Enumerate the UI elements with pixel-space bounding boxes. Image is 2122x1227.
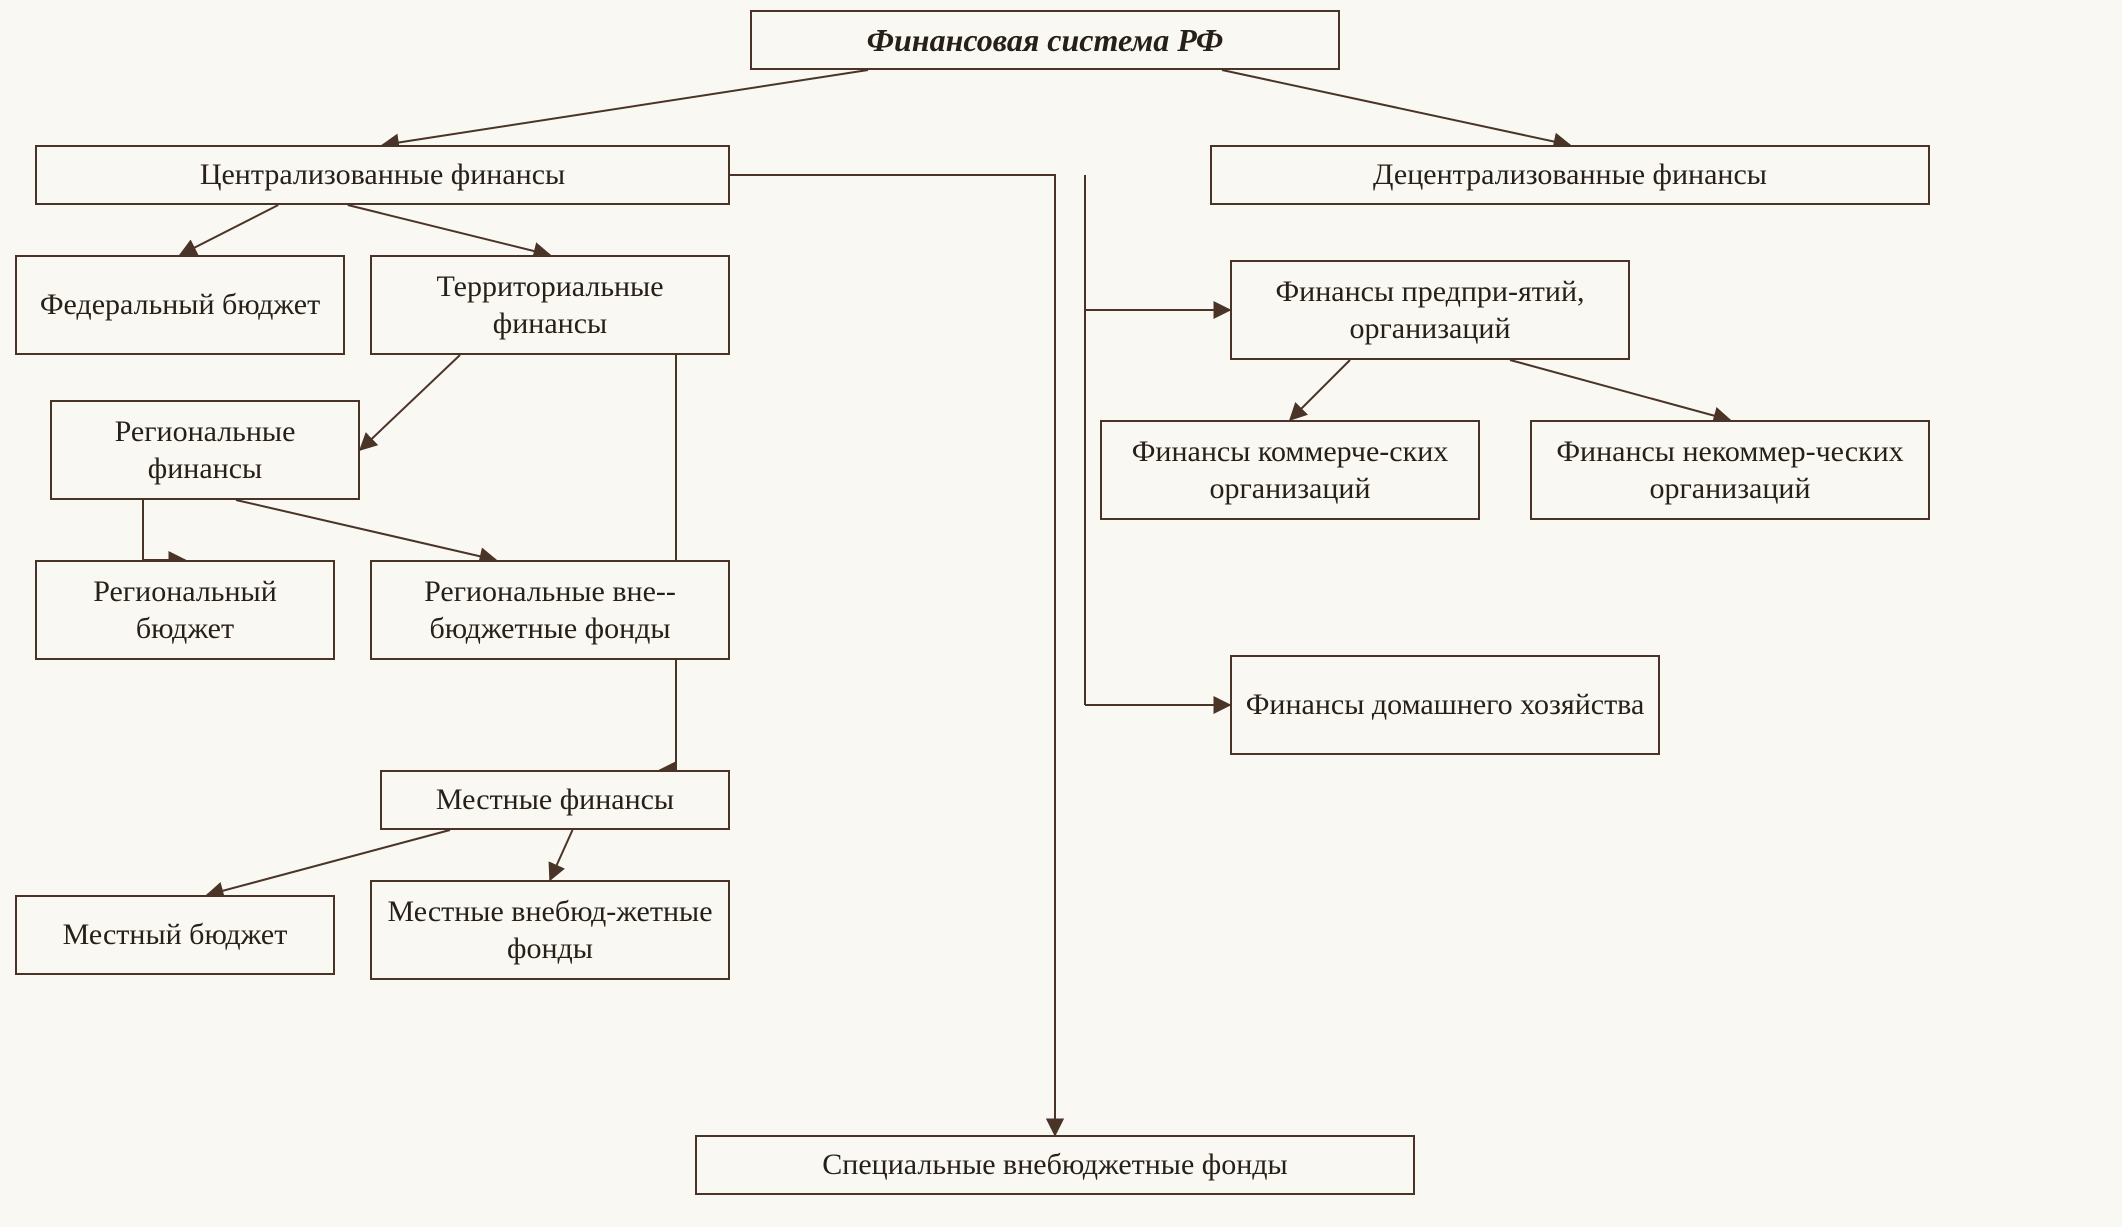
node-territorial: Территориальные финансы: [370, 255, 730, 355]
node-central: Централизованные финансы: [35, 145, 730, 205]
edge: [236, 500, 496, 560]
node-localbudget: Местный бюджет: [15, 895, 335, 975]
edge: [550, 830, 573, 880]
edge: [383, 70, 869, 145]
node-regfunds: Региональные вне-­бюджетные фонды: [370, 560, 730, 660]
node-noncomm: Финансы некоммер-­ческих организаций: [1530, 420, 1930, 520]
node-regional: Региональные финансы: [50, 400, 360, 500]
node-root: Финансовая система РФ: [750, 10, 1340, 70]
edge: [180, 205, 278, 255]
edge: [730, 175, 1055, 1135]
edge: [143, 500, 185, 560]
node-local: Местные финансы: [380, 770, 730, 830]
node-localfunds: Местные внебюд-­жетные фонды: [370, 880, 730, 980]
node-fedbudget: Федеральный бюджет: [15, 255, 345, 355]
node-household: Финансы домашнего хозяйства: [1230, 655, 1660, 755]
edge: [1510, 360, 1730, 420]
node-decentral: Децентрализованные финансы: [1210, 145, 1930, 205]
edge: [348, 205, 550, 255]
node-specfunds: Специальные внебюджетные фонды: [695, 1135, 1415, 1195]
edge: [1290, 360, 1350, 420]
node-comm: Финансы коммерче-­ских организаций: [1100, 420, 1480, 520]
edge: [1222, 70, 1570, 145]
node-orgfin: Финансы предпри-­ятий, организаций: [1230, 260, 1630, 360]
edge: [360, 355, 460, 450]
diagram-canvas: Финансовая система РФ Централизованные фи…: [0, 0, 2122, 1227]
node-regbudget: Региональный бюджет: [35, 560, 335, 660]
